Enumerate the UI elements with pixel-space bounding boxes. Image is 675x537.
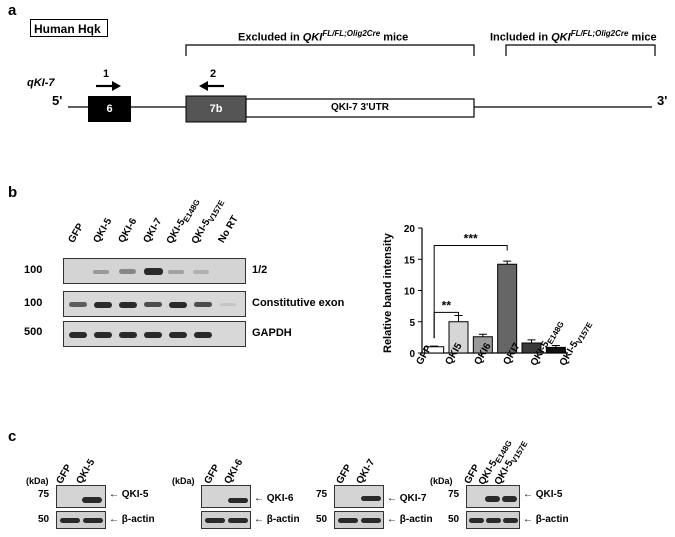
blot-image-target bbox=[466, 485, 520, 508]
left-arrow-icon: ← bbox=[109, 489, 119, 500]
significance-bracket bbox=[433, 245, 508, 339]
blot-lane-label: QKI-5 bbox=[74, 457, 98, 486]
blot-actin-label: ← β-actin bbox=[109, 514, 155, 525]
y-tick-label: 5 bbox=[409, 318, 415, 329]
transcript-label: qKI-7 bbox=[27, 77, 55, 89]
blot-actin-label: ← β-actin bbox=[254, 514, 300, 525]
blot-target-label: ← QKI-6 bbox=[254, 493, 294, 504]
three-prime-label: 3' bbox=[657, 93, 668, 108]
exon-7b-label: 7b bbox=[209, 103, 223, 115]
gel-image-row-1 bbox=[63, 258, 246, 284]
marker-75: 75 bbox=[316, 489, 328, 500]
gene-label-box: Human Hqk bbox=[30, 19, 108, 37]
blot-image-actin bbox=[201, 511, 251, 529]
blot-actin-label: ← β-actin bbox=[387, 514, 433, 525]
panel-letter-c: c bbox=[8, 428, 17, 445]
gel-image-row-2 bbox=[63, 291, 246, 317]
blot-image-target bbox=[334, 485, 384, 508]
blot-lane-label: GFP bbox=[334, 462, 355, 486]
gel-lane-label: QKI-5 bbox=[91, 216, 115, 245]
panel-letter-b: b bbox=[8, 184, 18, 201]
blot-target-label: ← QKI-7 bbox=[387, 493, 427, 504]
blot-image-target bbox=[201, 485, 251, 508]
gene-label: Human Hqk bbox=[34, 22, 101, 36]
blot-image-actin bbox=[56, 511, 106, 529]
blot-lane-label: GFP bbox=[54, 462, 75, 486]
gel-image-row-3 bbox=[63, 321, 246, 347]
primer-1-arrow-icon bbox=[112, 81, 121, 91]
blot-image-actin bbox=[466, 511, 520, 529]
bar-chart-ylabel: Relative band intensity bbox=[382, 233, 394, 353]
left-arrow-icon: ← bbox=[254, 514, 264, 525]
excluded-caption: Excluded in QKIFL/FL;Olig2Cre mice bbox=[238, 29, 409, 44]
blot-lane-label: GFP bbox=[202, 462, 223, 486]
y-tick-label: 0 bbox=[409, 349, 415, 360]
significance-label: ** bbox=[442, 298, 452, 312]
blot-target-label: ← QKI-5 bbox=[109, 489, 149, 500]
exon-6-label: 6 bbox=[106, 103, 113, 115]
y-tick-label: 10 bbox=[404, 287, 416, 298]
gel-size-marker: 100 bbox=[24, 264, 43, 276]
kda-label: (kDa) bbox=[26, 476, 49, 486]
gel-size-marker: 500 bbox=[24, 326, 43, 338]
gel-row-label: Constitutive exon bbox=[252, 297, 345, 309]
gel-size-marker: 100 bbox=[24, 297, 43, 309]
included-bracket bbox=[505, 44, 656, 56]
kda-label: (kDa) bbox=[430, 476, 453, 486]
left-arrow-icon: ← bbox=[387, 493, 397, 504]
excluded-bracket bbox=[185, 44, 475, 56]
marker-50: 50 bbox=[38, 514, 50, 525]
gel-row-label: GAPDH bbox=[252, 327, 292, 339]
utr-box bbox=[245, 98, 475, 118]
kda-label: (kDa) bbox=[172, 476, 195, 486]
blot-lane-label: QKI-6 bbox=[222, 457, 246, 486]
utr-label: QKI-7 3'UTR bbox=[331, 102, 389, 113]
gel-lane-label: No RT bbox=[216, 213, 241, 245]
bar bbox=[497, 263, 518, 354]
left-arrow-icon: ← bbox=[254, 493, 264, 504]
marker-75: 75 bbox=[448, 489, 460, 500]
blot-actin-label: ← β-actin bbox=[523, 514, 569, 525]
blot-lane-label: QKI-7 bbox=[354, 457, 378, 486]
left-arrow-icon: ← bbox=[387, 514, 397, 525]
five-prime-label: 5' bbox=[52, 93, 63, 108]
primer-2-arrow-icon bbox=[199, 81, 208, 91]
significance-label: *** bbox=[464, 232, 478, 246]
panel-letter-a: a bbox=[8, 2, 17, 19]
marker-50: 50 bbox=[316, 514, 328, 525]
blot-image-actin bbox=[334, 511, 384, 529]
included-caption: Included in QKIFL/FL;Olig2Cre mice bbox=[490, 29, 657, 44]
primer-2-label: 2 bbox=[210, 68, 217, 80]
gel-lane-label: QKI-7 bbox=[141, 216, 165, 245]
gel-lane-label: QKI-6 bbox=[116, 216, 140, 245]
gel-lane-label: GFP bbox=[66, 221, 87, 245]
y-tick-label: 20 bbox=[404, 224, 416, 235]
blot-image-target bbox=[56, 485, 106, 508]
marker-50: 50 bbox=[448, 514, 460, 525]
left-arrow-icon: ← bbox=[523, 514, 533, 525]
gel-row-label: 1/2 bbox=[252, 264, 268, 276]
gene-structure-diagram bbox=[68, 44, 656, 123]
exon-6-box bbox=[88, 96, 131, 122]
y-tick-label: 15 bbox=[404, 255, 416, 266]
blot-target-label: ← QKI-5 bbox=[523, 489, 563, 500]
marker-75: 75 bbox=[38, 489, 50, 500]
left-arrow-icon: ← bbox=[523, 489, 533, 500]
left-arrow-icon: ← bbox=[109, 514, 119, 525]
primer-1-label: 1 bbox=[103, 68, 110, 80]
